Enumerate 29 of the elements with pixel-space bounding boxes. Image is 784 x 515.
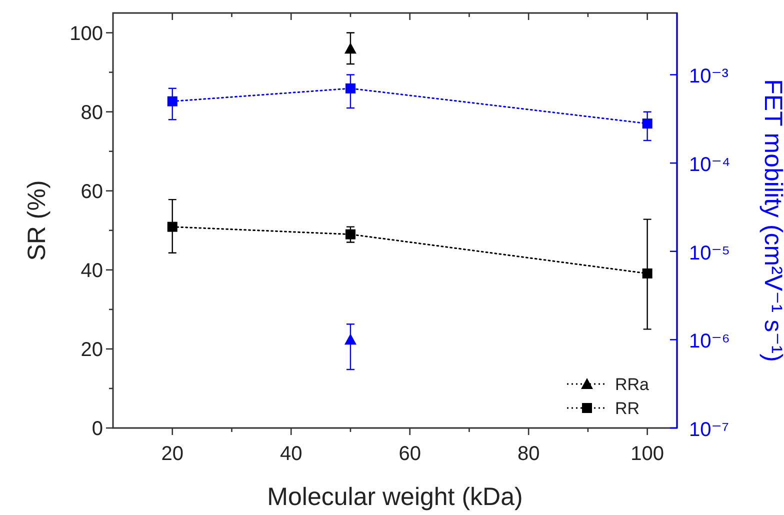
- y2-tick-label: 10⁻⁷: [689, 419, 730, 441]
- point: [167, 222, 178, 232]
- y2-tick-label: 10⁻⁴: [689, 154, 730, 176]
- legend-label: RR: [615, 399, 640, 418]
- y-tick-label: 0: [92, 418, 103, 440]
- y2-tick-label: 10⁻³: [689, 66, 729, 88]
- point: [642, 118, 652, 129]
- x-tick-label: 60: [398, 443, 421, 465]
- y-tick-label: 60: [80, 180, 103, 203]
- y-axis-title: SR (%): [23, 180, 51, 261]
- point: [167, 96, 178, 106]
- y-tick-label: 20: [80, 338, 103, 361]
- x-tick-label: 20: [161, 443, 184, 465]
- y-tick-label: 80: [80, 102, 103, 124]
- point: [642, 268, 652, 278]
- y2-axis-title: FET mobility (cm²V⁻¹ s⁻¹): [759, 79, 784, 362]
- x-tick-label: 100: [630, 443, 664, 465]
- y-tick-label: 100: [70, 22, 103, 45]
- point: [345, 229, 356, 240]
- x-tick-label: 80: [517, 443, 540, 465]
- point: [344, 42, 356, 54]
- y2-tick-label: 10⁻⁶: [689, 330, 730, 353]
- y-tick-label: 40: [80, 260, 103, 282]
- y2-tick-label: 10⁻⁵: [689, 242, 730, 264]
- legend-label: RRa: [615, 375, 650, 394]
- x-axis-title: Molecular weight (kDa): [267, 483, 523, 511]
- point: [345, 83, 356, 94]
- x-tick-label: 40: [280, 443, 302, 465]
- point: [344, 334, 356, 345]
